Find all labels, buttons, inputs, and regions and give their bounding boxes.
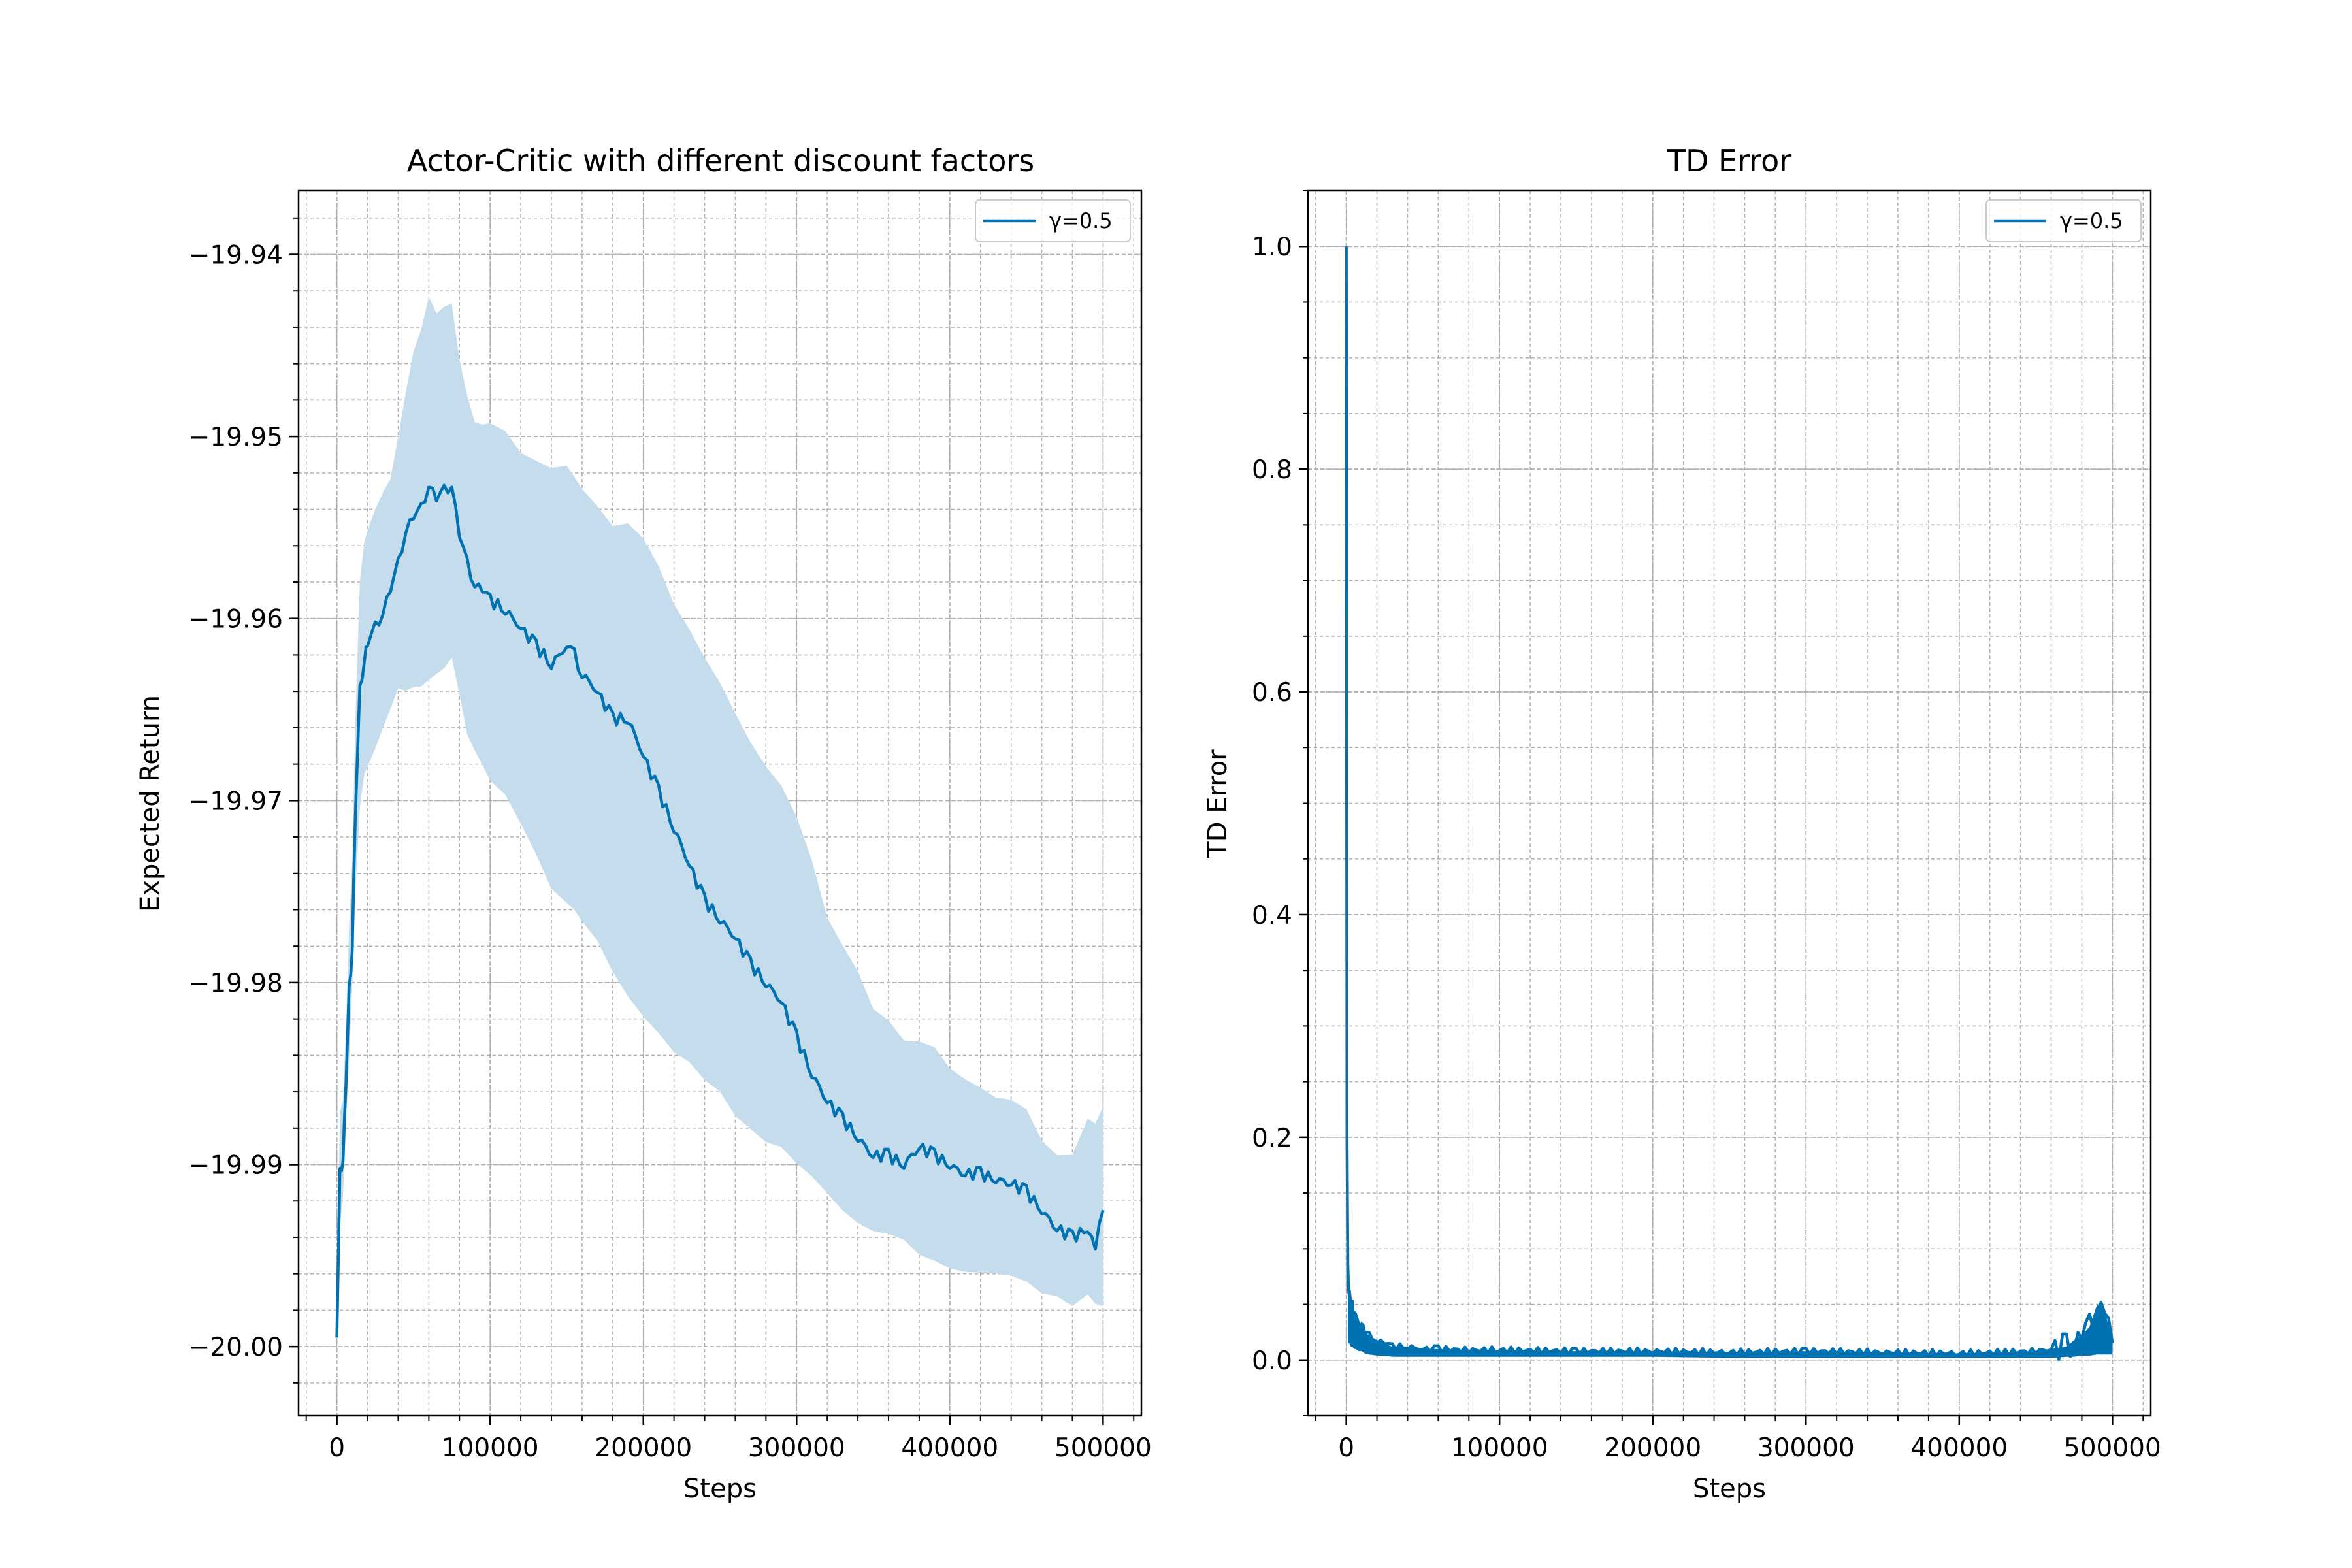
y-tick-label: 0.0 [1252, 1347, 1292, 1376]
x-tick-label: 0 [1338, 1433, 1354, 1463]
chart-left-legend: γ=0.5 [975, 199, 1131, 242]
chart-left-title: Actor-Critic with different discount fac… [407, 143, 1035, 178]
y-tick-label: −19.97 [189, 787, 283, 816]
chart-right: TD Error 0 100000 200000 300000 400000 500000… [1203, 143, 2161, 1504]
x-tick-label: 100000 [442, 1433, 539, 1463]
chart-right-title: TD Error [1667, 143, 1791, 178]
x-tick-label: 300000 [748, 1433, 845, 1463]
x-tick-label: 400000 [1910, 1433, 2008, 1463]
chart-right-legend: γ=0.5 [1985, 199, 2142, 242]
y-tick-label: −19.95 [189, 423, 283, 452]
chart-left-xlabel: Steps [683, 1474, 757, 1504]
chart-left-confidence-band [336, 297, 1103, 1343]
x-tick-label: 100000 [1451, 1433, 1548, 1463]
x-tick-label: 300000 [1757, 1433, 1855, 1463]
chart-left: Actor-Critic with different discount fac… [135, 143, 1152, 1504]
chart-left-legend-box [975, 199, 1131, 242]
x-tick-label: 500000 [1054, 1433, 1152, 1463]
y-tick-label: 0.8 [1252, 455, 1292, 485]
x-tick-label: 0 [329, 1433, 345, 1463]
chart-right-legend-box [1985, 199, 2142, 242]
chart-left-series-line [335, 483, 1105, 1338]
y-tick-label: −20.00 [189, 1333, 283, 1362]
y-tick-label: 1.0 [1252, 233, 1292, 262]
y-tick-label: −19.99 [189, 1151, 283, 1181]
x-tick-label: 400000 [901, 1433, 998, 1463]
y-tick-label: 0.6 [1252, 678, 1292, 708]
y-tick-label: 0.4 [1252, 901, 1292, 930]
chart-right-ylabel: TD Error [1203, 749, 1233, 858]
chart-left-ticks: 0 100000 200000 300000 400000 500000 −20.00 −19… [189, 217, 1152, 1463]
chart-right-xlabel: Steps [1693, 1474, 1766, 1504]
x-tick-label: 500000 [2064, 1433, 2161, 1463]
chart-left-axes-frame [297, 189, 1143, 1417]
y-tick-label: −19.98 [189, 969, 283, 998]
chart-right-ticks: 0 100000 200000 300000 400000 500000 0.0 0.2 0.4… [1252, 190, 2161, 1463]
x-tick-label: 200000 [595, 1433, 692, 1463]
y-tick-label: 0.2 [1252, 1124, 1292, 1153]
y-tick-label: −19.94 [189, 241, 283, 270]
x-tick-label: 200000 [1604, 1433, 1701, 1463]
chart-right-legend-label: γ=0.5 [2060, 208, 2123, 233]
chart-right-series-line [1345, 246, 2114, 1362]
y-tick-label: −19.96 [189, 605, 283, 634]
chart-left-ylabel: Expected Return [135, 695, 165, 912]
chart-left-legend-label: γ=0.5 [1049, 208, 1113, 233]
